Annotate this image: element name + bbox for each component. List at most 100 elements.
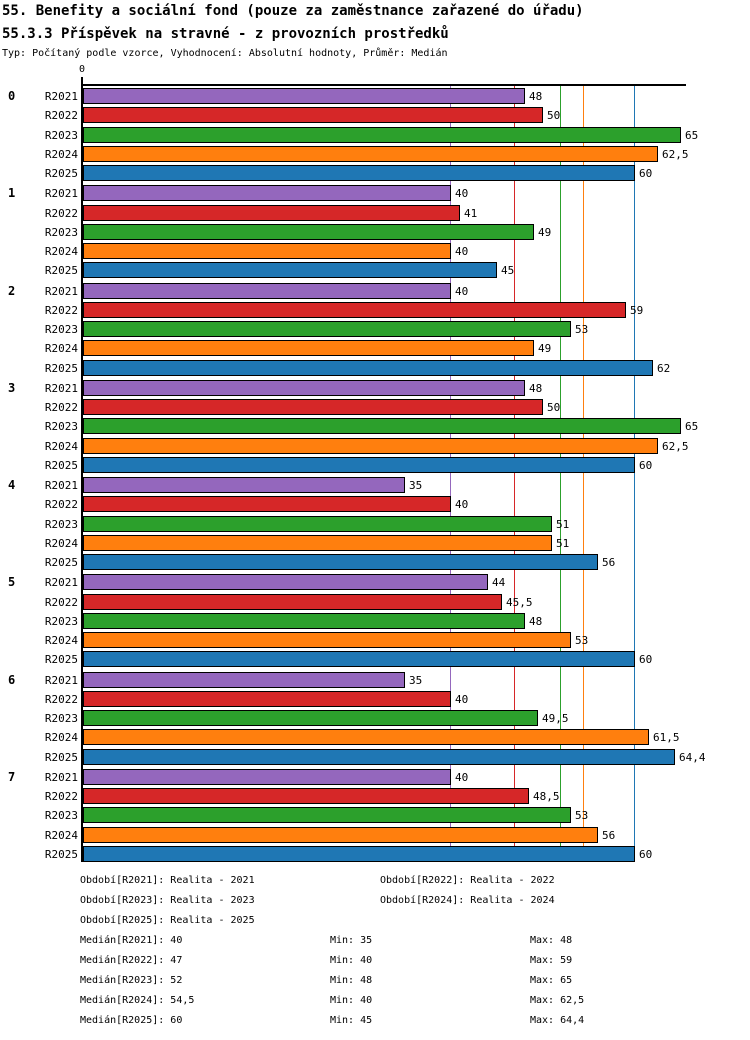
bar-value-label: 53 bbox=[575, 323, 589, 336]
row-label-3-r2021: R2021 bbox=[44, 381, 78, 395]
bar-6-r2022 bbox=[83, 690, 451, 707]
row-label-4-r2022: R2022 bbox=[44, 498, 78, 512]
row-label-2-r2024: R2024 bbox=[44, 342, 78, 356]
row-label-1-r2025: R2025 bbox=[44, 264, 78, 278]
bar-value-label: 59 bbox=[630, 303, 644, 317]
x-axis-origin-label: 0 bbox=[78, 64, 86, 75]
row-label-0-r2024: R2024 bbox=[44, 147, 78, 161]
row-label-3-r2022: R2022 bbox=[44, 401, 78, 414]
bar-2-r2021 bbox=[83, 282, 451, 299]
group-label-7: 7 bbox=[8, 769, 16, 784]
bar-value-label: 60 bbox=[639, 653, 653, 667]
row-label-4-r2024: R2024 bbox=[44, 536, 78, 550]
bar-5-r2023 bbox=[83, 612, 525, 629]
max-stat: Max: 62,5 bbox=[530, 995, 585, 1006]
bar-5-r2025 bbox=[83, 651, 635, 668]
bar-2-r2023 bbox=[83, 321, 571, 337]
bar-4-r2022 bbox=[83, 496, 451, 513]
min-stat: Min: 40 bbox=[330, 995, 373, 1006]
bar-3-r2022 bbox=[83, 399, 543, 415]
x-axis-top-line bbox=[82, 84, 686, 86]
bar-1-r2023 bbox=[83, 223, 534, 240]
row-label-6-r2024: R2024 bbox=[44, 731, 78, 745]
legend-entry: Období[R2021]: Realita - 2021 bbox=[80, 875, 255, 886]
max-stat: Max: 64,4 bbox=[530, 1015, 585, 1026]
min-stat: Min: 35 bbox=[330, 935, 373, 946]
bar-value-label: 40 bbox=[455, 498, 469, 512]
bar-value-label: 65 bbox=[685, 128, 699, 142]
median-grid-line-r2024 bbox=[583, 84, 585, 862]
legend-entry: Období[R2025]: Realita - 2025 bbox=[80, 915, 255, 926]
row-label-6-r2021: R2021 bbox=[44, 673, 78, 687]
bar-4-r2021 bbox=[83, 477, 405, 493]
chart-meta-line: Typ: Počítaný podle vzorce, Vyhodnocení:… bbox=[2, 48, 448, 59]
bar-4-r2023 bbox=[83, 515, 552, 532]
bar-value-label: 51 bbox=[556, 536, 570, 550]
bar-1-r2025 bbox=[83, 262, 497, 279]
bar-value-label: 48 bbox=[529, 381, 543, 395]
legend-entry: Období[R2024]: Realita - 2024 bbox=[380, 895, 555, 906]
bar-value-label: 56 bbox=[602, 828, 616, 842]
min-stat: Min: 48 bbox=[330, 975, 373, 986]
bar-5-r2024 bbox=[83, 632, 571, 648]
bar-6-r2023 bbox=[83, 710, 538, 726]
row-label-6-r2025: R2025 bbox=[44, 750, 78, 764]
bar-value-label: 40 bbox=[455, 692, 469, 706]
row-label-3-r2024: R2024 bbox=[44, 439, 78, 453]
group-label-1: 1 bbox=[8, 186, 16, 201]
x-axis-tick bbox=[81, 77, 83, 84]
row-label-0-r2025: R2025 bbox=[44, 167, 78, 180]
row-label-0-r2023: R2023 bbox=[44, 128, 78, 142]
bar-value-label: 53 bbox=[575, 634, 589, 647]
bar-value-label: 64,4 bbox=[679, 750, 706, 764]
bar-6-r2021 bbox=[83, 671, 405, 688]
chart-subtitle: 55.3.3 Příspěvek na stravné - z provozní… bbox=[2, 26, 449, 42]
max-stat: Max: 59 bbox=[530, 955, 573, 966]
bar-2-r2024 bbox=[83, 340, 534, 357]
median-grid-line-r2021 bbox=[450, 84, 451, 862]
bar-7-r2022 bbox=[83, 788, 529, 804]
group-label-0: 0 bbox=[8, 89, 16, 103]
bar-2-r2022 bbox=[83, 301, 626, 318]
median-stat: Medián[R2022]: 47 bbox=[80, 955, 183, 966]
y-axis-line bbox=[81, 84, 83, 862]
bar-5-r2022 bbox=[83, 593, 502, 610]
row-label-1-r2024: R2024 bbox=[44, 245, 78, 258]
group-label-6: 6 bbox=[8, 672, 16, 687]
bar-0-r2021 bbox=[83, 88, 525, 104]
median-grid-line-r2023 bbox=[560, 84, 562, 862]
bar-7-r2021 bbox=[83, 768, 451, 785]
max-stat: Max: 48 bbox=[530, 935, 573, 946]
bar-value-label: 48,5 bbox=[533, 790, 560, 803]
bar-5-r2021 bbox=[83, 574, 488, 591]
bar-value-label: 40 bbox=[455, 770, 469, 784]
bar-value-label: 41 bbox=[464, 206, 478, 220]
bar-value-label: 45,5 bbox=[506, 595, 533, 609]
bar-value-label: 49,5 bbox=[542, 712, 569, 725]
legend-entry: Období[R2022]: Realita - 2022 bbox=[380, 875, 555, 886]
row-label-1-r2023: R2023 bbox=[44, 225, 78, 239]
bar-3-r2023 bbox=[83, 418, 681, 435]
bar-value-label: 65 bbox=[685, 420, 699, 434]
group-label-3: 3 bbox=[8, 380, 16, 395]
bar-value-label: 61,5 bbox=[653, 731, 680, 745]
row-label-7-r2024: R2024 bbox=[44, 828, 78, 842]
bar-0-r2024 bbox=[83, 145, 658, 162]
bar-value-label: 60 bbox=[639, 167, 653, 180]
row-label-0-r2022: R2022 bbox=[44, 109, 78, 123]
group-label-5: 5 bbox=[8, 575, 16, 590]
bar-value-label: 40 bbox=[455, 187, 469, 201]
row-label-2-r2022: R2022 bbox=[44, 303, 78, 317]
bar-1-r2024 bbox=[83, 243, 451, 259]
row-label-0-r2021: R2021 bbox=[44, 90, 78, 103]
bar-value-label: 48 bbox=[529, 614, 543, 628]
bar-value-label: 51 bbox=[556, 517, 570, 531]
bar-value-label: 53 bbox=[575, 809, 589, 823]
bar-3-r2024 bbox=[83, 437, 658, 454]
row-label-3-r2025: R2025 bbox=[44, 458, 78, 472]
min-stat: Min: 40 bbox=[330, 955, 373, 966]
row-label-5-r2023: R2023 bbox=[44, 614, 78, 628]
bar-value-label: 44 bbox=[492, 576, 506, 590]
bar-value-label: 49 bbox=[538, 225, 552, 239]
